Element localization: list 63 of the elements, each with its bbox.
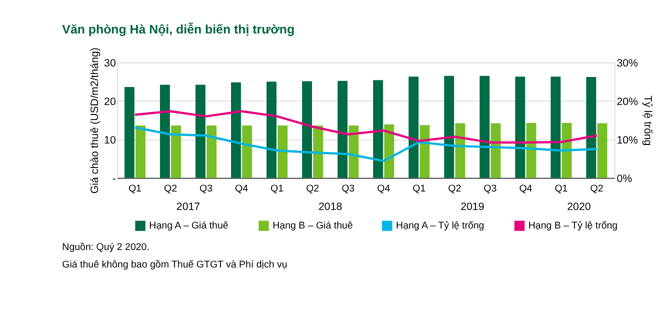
x-tick-label: Q1 — [412, 184, 426, 195]
text: Nguồn: Quý 2 2020. — [62, 242, 150, 253]
bar — [231, 82, 241, 178]
text: 2018 — [318, 200, 342, 213]
x-tick-label: Q2 — [164, 184, 177, 195]
bar — [408, 76, 419, 178]
y-tick-label: - — [112, 172, 116, 185]
x-tick-label: Q1 — [128, 184, 142, 195]
legend-label: Hạng A – Giá thuê — [149, 220, 228, 232]
legend-label: Hạng B – Tỷ lệ trống — [528, 220, 618, 232]
bar — [480, 76, 490, 178]
bar — [338, 80, 348, 178]
bar — [195, 84, 206, 178]
bar — [348, 126, 359, 178]
x-tick-label: Q4 — [235, 184, 249, 195]
y-tick-label: 10 — [104, 134, 116, 146]
x-tick-label: Q2 — [590, 184, 604, 195]
bar — [266, 82, 276, 178]
bar — [550, 76, 561, 178]
x-tick-label: Q2 — [306, 184, 320, 195]
bar — [278, 126, 288, 178]
text: Giá thuê không bao gồm Thuế GTGT và Phí dịch vụ — [62, 260, 288, 271]
bar — [455, 123, 466, 178]
bar — [136, 126, 146, 178]
y2-tick-label: 10% — [616, 134, 639, 146]
bar — [124, 87, 134, 178]
bar — [302, 81, 312, 178]
text: 2017 — [176, 200, 200, 213]
bar — [586, 77, 596, 178]
y-tick-label: 30 — [104, 57, 116, 70]
legend-label: Hạng B – Giá thuê — [272, 220, 353, 232]
legend-label: Hạng A – Tỷ lệ trống — [396, 220, 484, 232]
x-tick-label: Q2 — [448, 184, 462, 195]
x-tick-label: Q3 — [484, 184, 497, 195]
bar — [597, 123, 608, 178]
bar — [313, 126, 324, 178]
y2-axis-title: Tỷ lệ trống — [641, 95, 654, 146]
bar — [515, 76, 526, 178]
x-tick-label: Q4 — [377, 184, 391, 195]
x-tick-label: Q1 — [554, 184, 568, 195]
chart-title: Văn phòng Hà Nội, diễn biến thị trường — [62, 22, 295, 37]
text: 2020 — [567, 200, 591, 213]
bar — [242, 126, 252, 178]
bar — [171, 126, 182, 178]
x-tick-label: Q3 — [342, 184, 355, 195]
bar — [420, 125, 430, 178]
bar — [160, 84, 170, 178]
x-tick-label: Q1 — [270, 184, 284, 195]
y2-tick-label: 30% — [616, 57, 639, 70]
x-tick-label: Q4 — [519, 184, 533, 195]
y2-tick-label: 0% — [616, 172, 633, 185]
x-tick-label: Q3 — [200, 184, 213, 195]
line-series — [134, 110, 598, 144]
bar — [384, 124, 394, 178]
y2-tick-label: 20% — [616, 96, 639, 108]
bar — [373, 80, 384, 178]
y-tick-label: 20 — [104, 96, 116, 108]
y-axis-title: Giá chào thuê (USD/m2/tháng) — [88, 48, 101, 194]
bar — [206, 126, 217, 178]
bar — [490, 123, 501, 178]
text: 2019 — [460, 200, 484, 213]
bar — [444, 76, 454, 178]
line-series — [134, 126, 598, 162]
